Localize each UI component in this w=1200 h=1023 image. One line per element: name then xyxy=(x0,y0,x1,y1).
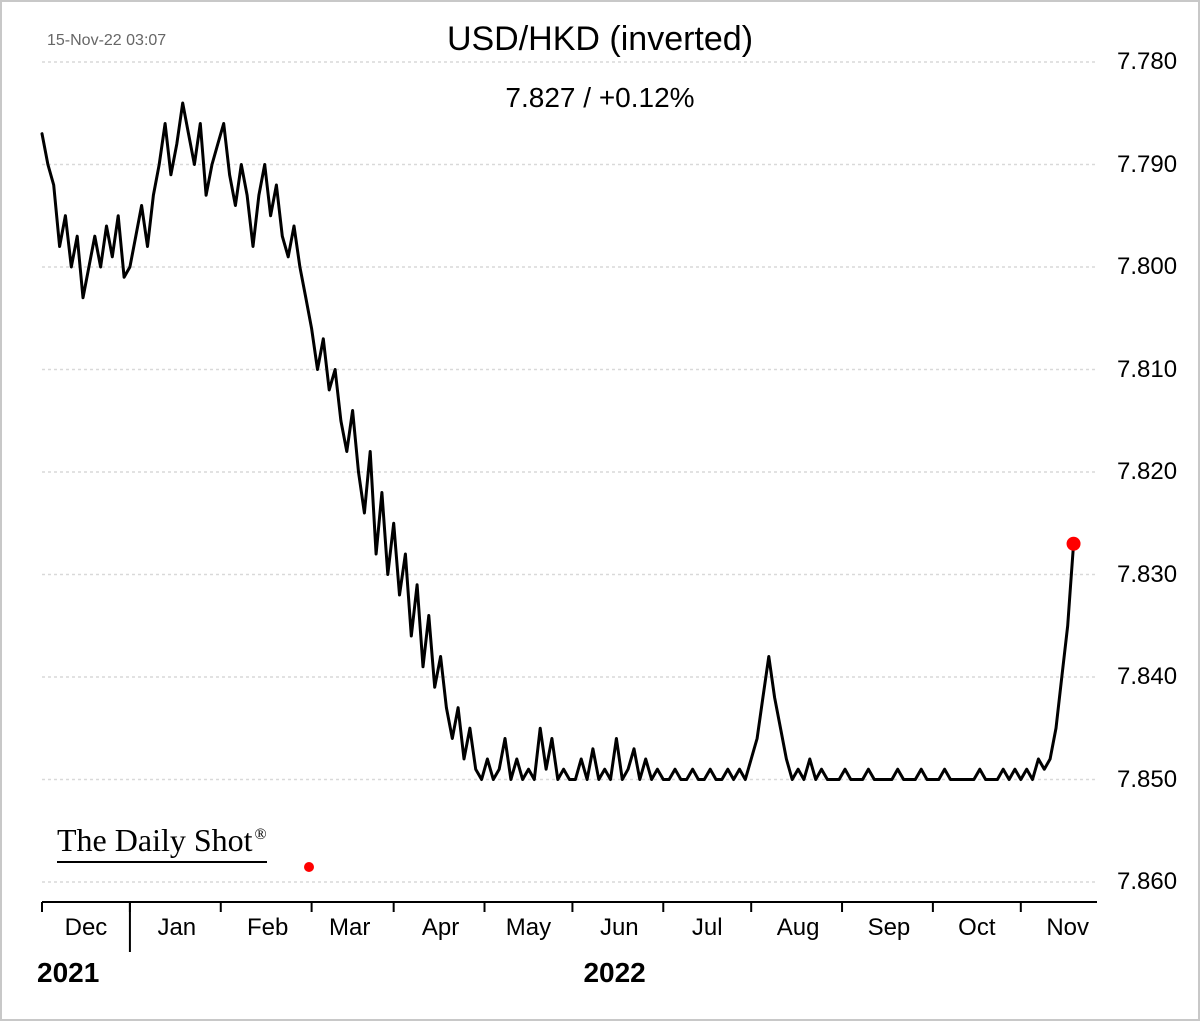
x-tick-label: Feb xyxy=(247,914,288,942)
y-tick-label: 7.790 xyxy=(1117,151,1177,179)
y-tick-label: 7.860 xyxy=(1117,868,1177,896)
y-tick-label: 7.780 xyxy=(1117,48,1177,76)
x-tick-label: Apr xyxy=(422,914,459,942)
x-tick-label: Sep xyxy=(868,914,911,942)
price-line xyxy=(42,103,1074,780)
x-tick-label: Jul xyxy=(692,914,723,942)
y-tick-label: 7.850 xyxy=(1117,766,1177,794)
chart-series xyxy=(42,103,1074,780)
x-tick-label: Jan xyxy=(157,914,196,942)
year-label-2022: 2022 xyxy=(583,957,645,989)
chart-svg xyxy=(2,2,1200,1023)
chart-gridlines xyxy=(42,62,1097,882)
watermark-label: The Daily Shot® xyxy=(57,822,267,863)
chart-xaxis xyxy=(42,902,1097,952)
end-marker-icon xyxy=(1067,537,1081,551)
x-tick-label: Dec xyxy=(65,914,108,942)
x-tick-label: Jun xyxy=(600,914,639,942)
watermark-text: The Daily Shot xyxy=(57,822,253,858)
x-tick-label: Mar xyxy=(329,914,370,942)
y-tick-label: 7.830 xyxy=(1117,561,1177,589)
x-tick-label: Nov xyxy=(1046,914,1089,942)
chart-frame: 15-Nov-22 03:07 USD/HKD (inverted) 7.827… xyxy=(0,0,1200,1021)
y-tick-label: 7.800 xyxy=(1117,253,1177,281)
registered-icon: ® xyxy=(255,826,267,843)
x-tick-label: May xyxy=(506,914,551,942)
y-tick-label: 7.810 xyxy=(1117,356,1177,384)
y-tick-label: 7.820 xyxy=(1117,458,1177,486)
x-tick-label: Aug xyxy=(777,914,820,942)
y-tick-label: 7.840 xyxy=(1117,663,1177,691)
watermark-dot-icon xyxy=(302,860,316,874)
year-label-2021: 2021 xyxy=(37,957,99,989)
x-tick-label: Oct xyxy=(958,914,995,942)
